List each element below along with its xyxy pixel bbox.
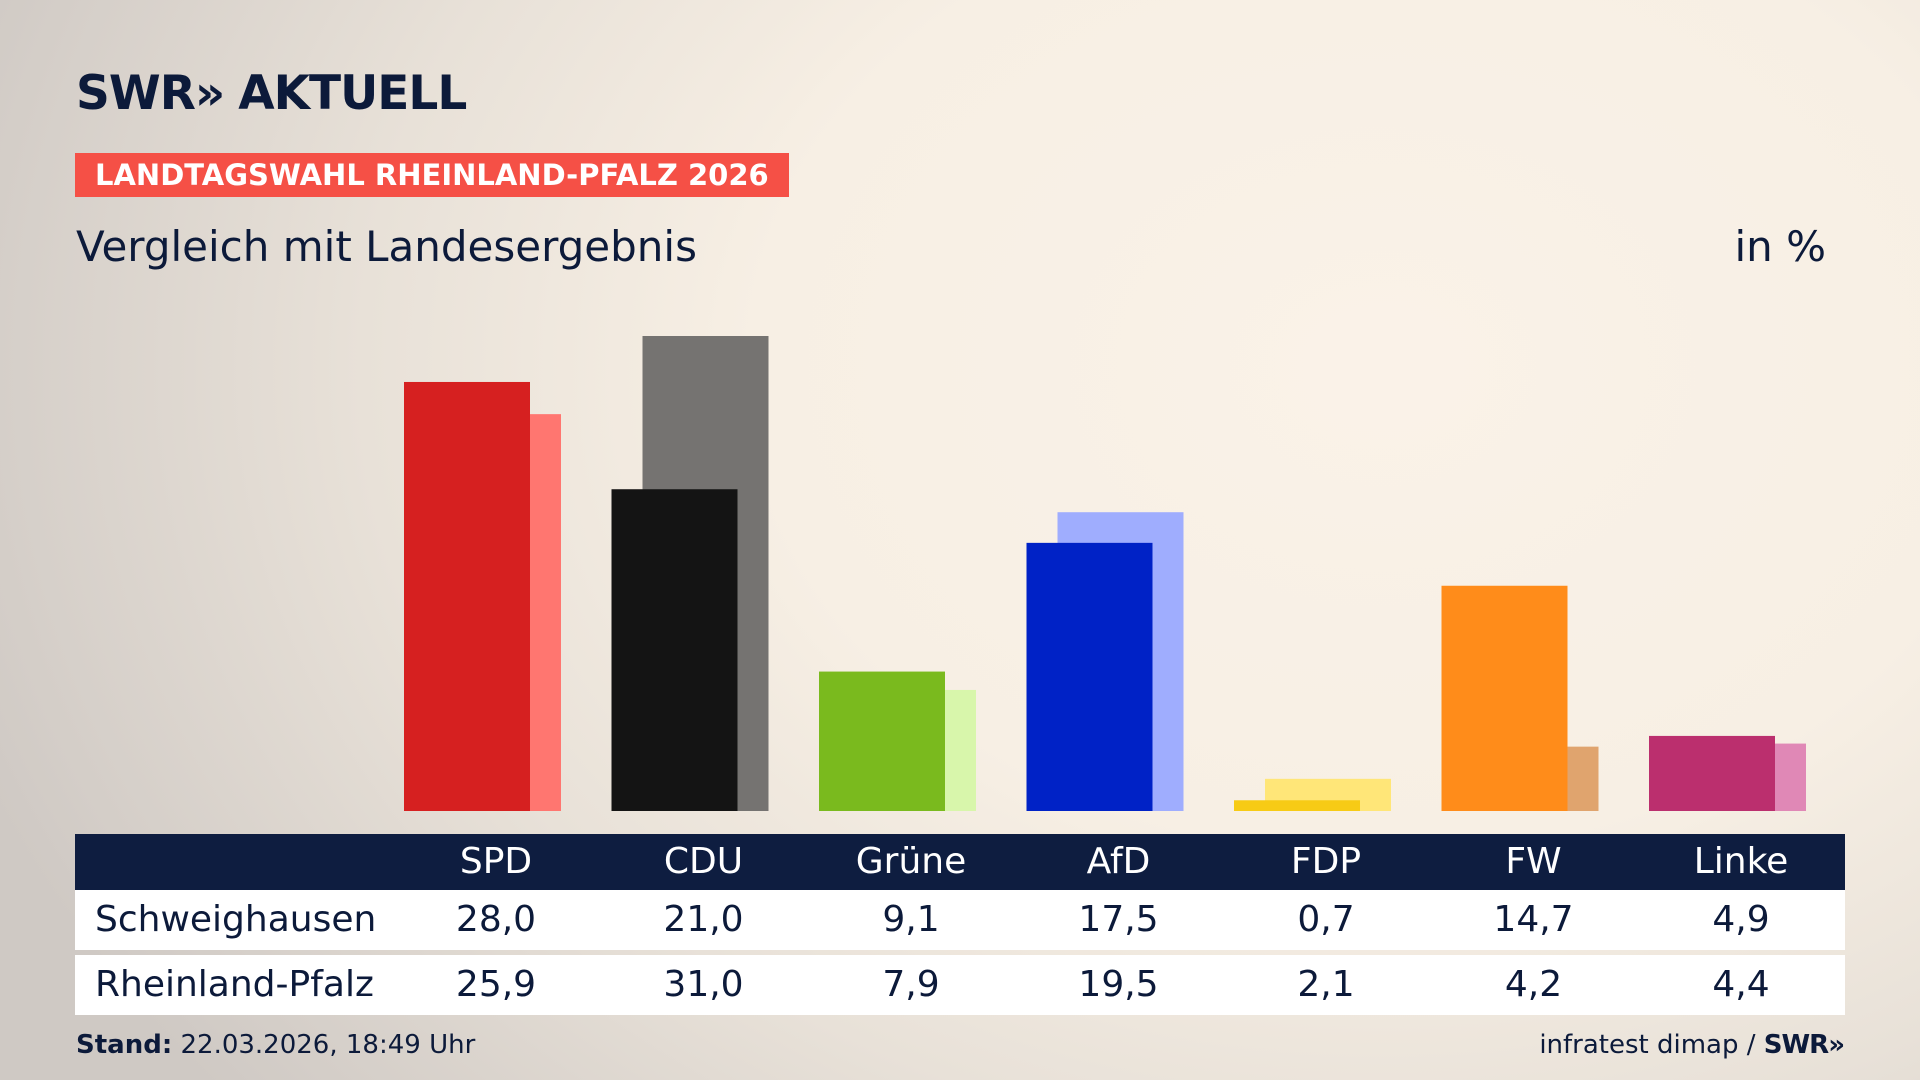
bar-local-cdu: [611, 489, 738, 811]
bar-local-spd: [404, 381, 530, 811]
column-header-linke: Linke: [1693, 841, 1789, 882]
column-header-fdp: FDP: [1290, 841, 1362, 882]
election-badge: LANDTAGSWAHL RHEINLAND-PFALZ 2026: [75, 153, 789, 197]
source-credit: infratest dimap / SWR»: [1539, 1030, 1845, 1060]
value-cell-cdu: 21,0: [663, 899, 744, 940]
value-cell-fdp: 2,1: [1297, 964, 1355, 1005]
value-cell-linke: 4,9: [1712, 899, 1770, 940]
value-cell-afd: 17,5: [1078, 899, 1159, 940]
chart-subtitle: Vergleich mit Landesergebnis: [76, 222, 697, 271]
column-header-grüne: Grüne: [855, 841, 967, 882]
bar-local-afd: [1026, 542, 1153, 811]
row-label-local: Schweighausen: [95, 899, 377, 940]
bar-local-grüne: [819, 671, 945, 811]
value-cell-afd: 19,5: [1078, 964, 1159, 1005]
value-cell-fdp: 0,7: [1297, 899, 1355, 940]
bar-local-fw: [1441, 585, 1568, 811]
value-cell-fw: 4,2: [1504, 964, 1563, 1005]
bar-local-fdp: [1234, 800, 1360, 811]
column-header-fw: FW: [1505, 841, 1562, 882]
value-cell-grüne: 7,9: [882, 964, 940, 1005]
row-label-state: Rheinland-Pfalz: [95, 964, 374, 1005]
table-row: Rheinland-Pfalz 25,9 31,0 7,9 19,5 2,1 4,2 4,4: [75, 955, 1845, 1015]
value-cell-fw: 14,7: [1493, 899, 1574, 940]
stand-value: 22.03.2026, 18:49 Uhr: [172, 1030, 476, 1060]
logo-name: AKTUELL: [238, 66, 467, 121]
column-header-afd: AfD: [1086, 841, 1151, 882]
table-header: SPD CDU Grüne AfD FDP FW Linke: [75, 834, 1845, 890]
stand-label: Stand:: [76, 1030, 173, 1060]
column-header-spd: SPD: [459, 841, 533, 882]
value-cell-spd: 28,0: [455, 899, 537, 940]
value-cell-spd: 25,9: [455, 964, 537, 1005]
value-cell-linke: 4,4: [1712, 964, 1770, 1005]
swr-logo-brand: SWR»: [76, 66, 225, 121]
unit-label: in %: [1734, 222, 1826, 271]
column-header-cdu: CDU: [663, 841, 744, 882]
source-text: infratest dimap /: [1539, 1030, 1764, 1060]
source-brand-logo: SWR»: [1763, 1030, 1845, 1060]
swr-aktuell-logo: SWR» AKTUELL: [76, 66, 467, 121]
table-row: Schweighausen 28,0 21,0 9,1 17,5 0,7 14,7 4,9: [75, 890, 1845, 950]
bar-local-linke: [1649, 735, 1775, 811]
results-table: SPD CDU Grüne AfD FDP FW Linke Schweighausen 2…: [75, 834, 1845, 1015]
value-cell-grüne: 9,1: [882, 899, 940, 940]
timestamp: Stand: 22.03.2026, 18:49 Uhr: [76, 1030, 475, 1060]
value-cell-cdu: 31,0: [663, 964, 744, 1005]
bar-chart: [404, 336, 1806, 811]
